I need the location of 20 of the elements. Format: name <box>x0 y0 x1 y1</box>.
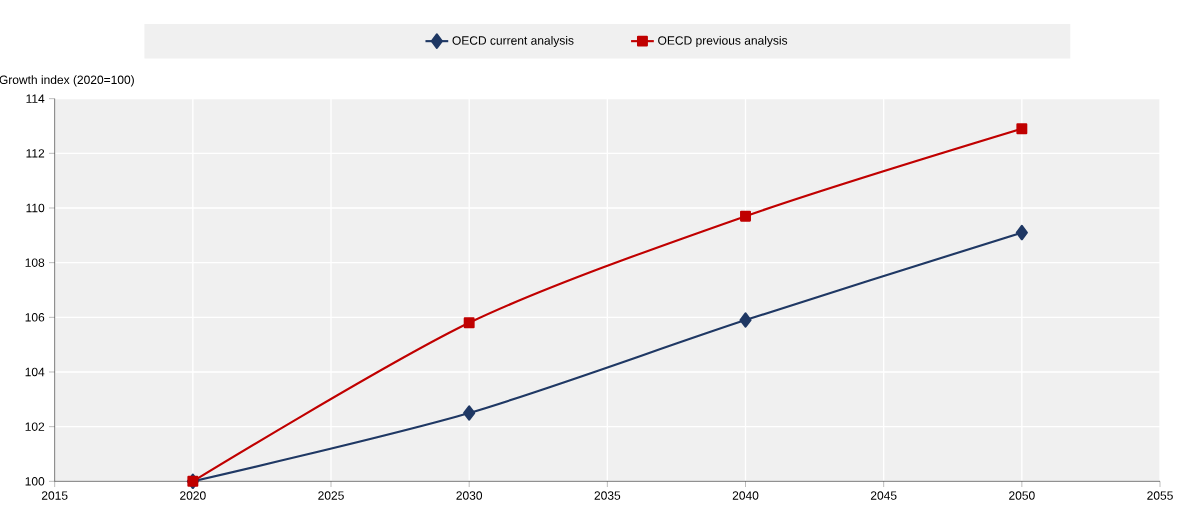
x-tick-label: 2055 <box>1147 491 1173 500</box>
y-tick-label: 100 <box>25 476 45 486</box>
x-tick-label: 2025 <box>318 491 344 500</box>
x-tick-label: 2045 <box>870 491 897 500</box>
x-tick-label: 2015 <box>41 491 68 500</box>
y-tick-label: 112 <box>26 148 45 158</box>
y-tick-label: 106 <box>25 312 45 322</box>
y-axis-title: Growth index (2020=100) <box>0 75 134 87</box>
x-tick-label: 2020 <box>180 491 206 500</box>
y-tick-label: 110 <box>26 203 45 213</box>
legend-label: OECD previous analysis <box>658 35 788 47</box>
y-tick-label: 104 <box>25 367 45 377</box>
y-tick-label: 114 <box>26 94 45 103</box>
y-tick-label: 108 <box>25 258 45 267</box>
x-tick-label: 2040 <box>732 491 759 500</box>
x-tick-label: 2050 <box>1009 491 1035 500</box>
y-tick-label: 102 <box>25 422 45 431</box>
legend-label: OECD current analysis <box>452 35 574 47</box>
x-tick-label: 2035 <box>594 491 621 500</box>
x-tick-label: 2030 <box>456 491 483 500</box>
